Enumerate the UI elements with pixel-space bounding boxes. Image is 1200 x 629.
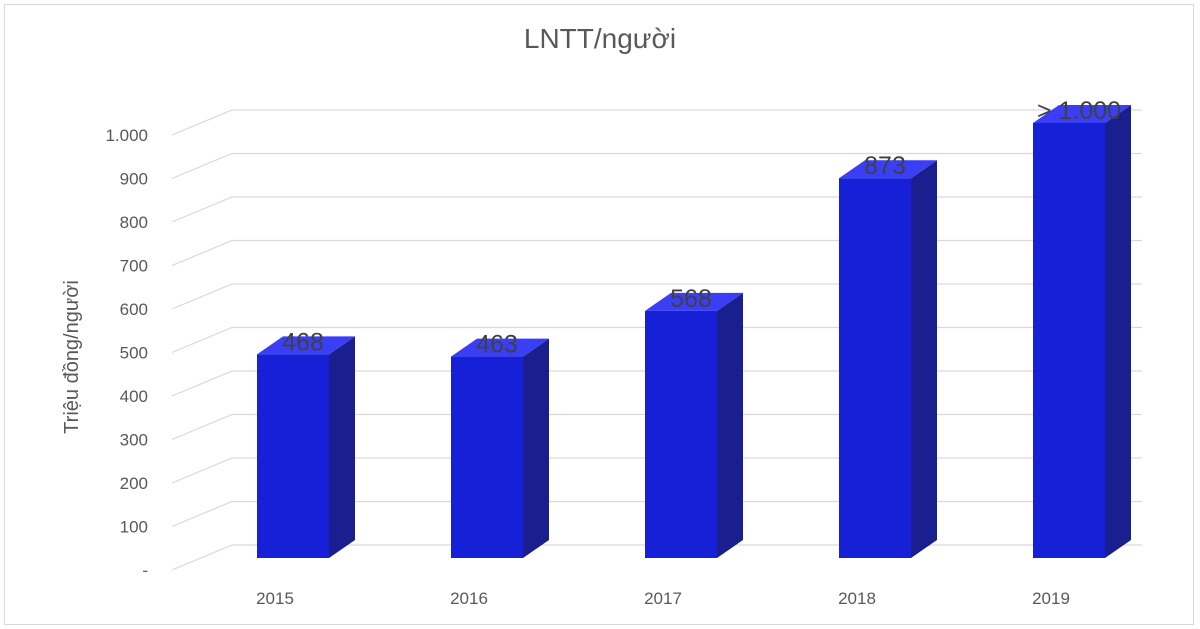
bar: [451, 338, 549, 558]
bar-front: [451, 356, 523, 558]
gridline: [171, 544, 1142, 571]
data-label: > 1.000: [1037, 97, 1121, 125]
y-tick-label: -: [142, 561, 148, 580]
bar-top: [839, 160, 937, 179]
y-tick-label: 300: [120, 431, 148, 450]
data-label: 568: [670, 285, 712, 313]
bar-side: [717, 292, 743, 558]
bar-top: [645, 292, 743, 311]
y-tick-label: 500: [120, 344, 148, 363]
bar-side: [1105, 105, 1131, 558]
chart-frame: [4, 4, 1194, 625]
bar-side: [523, 338, 549, 558]
chart-title: LNTT/người: [524, 23, 676, 54]
y-tick-label: 700: [120, 257, 148, 276]
bar: [257, 336, 355, 558]
y-tick-label: 100: [120, 518, 148, 537]
gridline: [171, 283, 1142, 310]
bar: [645, 292, 743, 558]
gridlines: [171, 109, 1142, 571]
data-label: 463: [476, 331, 518, 359]
gridline: [171, 239, 1142, 267]
data-label: 873: [864, 152, 906, 180]
x-tick-label: 2018: [838, 589, 876, 608]
bar-front: [1033, 123, 1105, 558]
gridline: [171, 109, 1142, 136]
gridline: [171, 152, 1142, 180]
gridline: [171, 196, 1142, 223]
data-label: 468: [282, 328, 324, 356]
y-tick-label: 1.000: [105, 126, 148, 145]
bar: [839, 160, 937, 558]
x-tick-label: 2019: [1032, 589, 1070, 608]
y-tick-label: 400: [120, 387, 148, 406]
x-tick-label: 2016: [450, 589, 488, 608]
gridline: [171, 457, 1142, 484]
y-tick-label: 200: [120, 474, 148, 493]
bar: [1033, 105, 1131, 558]
x-tick-label: 2017: [644, 589, 682, 608]
bar-front: [645, 310, 717, 558]
bar-front: [839, 178, 911, 558]
y-axis-label: Triệu đồng/người: [61, 280, 83, 434]
y-tick-label: 800: [120, 213, 148, 232]
labels: - 100 200 300 400 500 600 700 800 900 1.000 468 2015…: [105, 97, 1121, 608]
gridline: [171, 326, 1142, 354]
gridline: [171, 500, 1142, 528]
y-tick-label: 600: [120, 300, 148, 319]
bar-side: [911, 160, 937, 558]
y-tick-label: 900: [120, 170, 148, 189]
bar-top: [451, 338, 549, 357]
bar-top: [1033, 105, 1131, 123]
bar-front: [257, 354, 329, 558]
x-tick-label: 2015: [256, 589, 294, 608]
bar-side: [329, 336, 355, 558]
gridline: [171, 370, 1142, 397]
gridline: [171, 413, 1142, 441]
bars: [257, 105, 1131, 558]
bar-top: [257, 336, 355, 355]
